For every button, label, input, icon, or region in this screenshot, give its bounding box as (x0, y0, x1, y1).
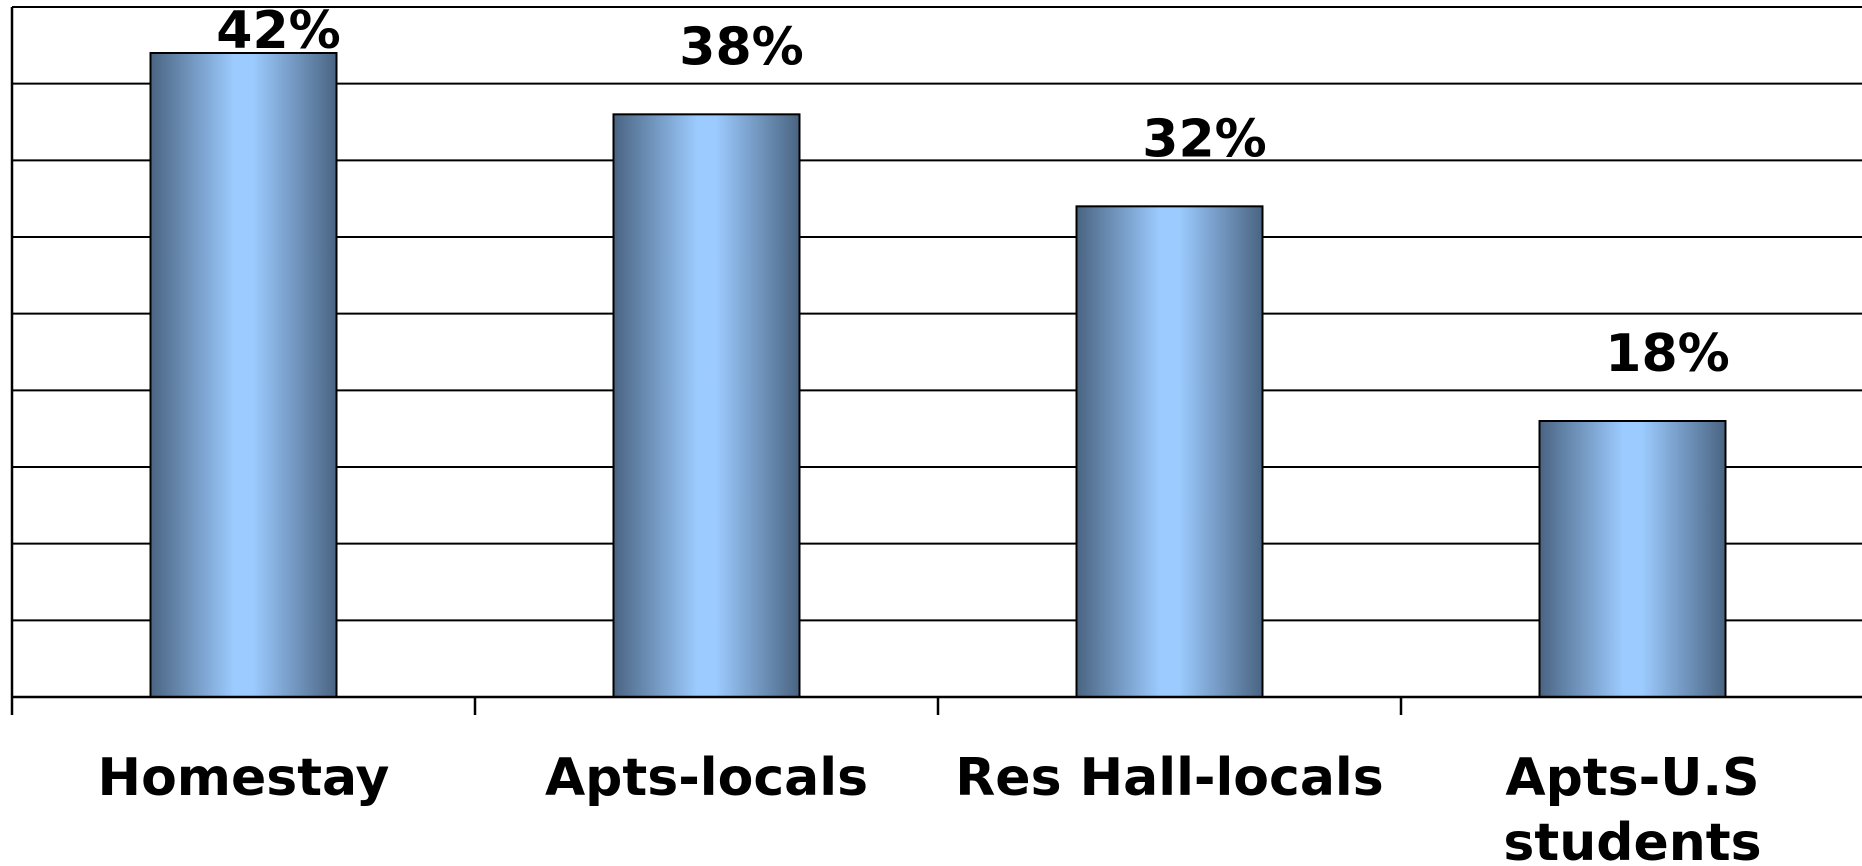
x-axis (10, 695, 1862, 715)
category-label: Apts-U.S students (1503, 748, 1761, 866)
category-label: Homestay (98, 748, 390, 808)
bar (1538, 420, 1727, 698)
category-label: Apts-locals (545, 748, 868, 808)
data-label: 38% (679, 17, 803, 77)
bar (149, 52, 338, 698)
category-labels: Homestay Apts-locals Res Hall-locals Apts-U… (98, 748, 1762, 866)
category-label-line: Homestay (98, 748, 390, 808)
data-label: 18% (1605, 324, 1729, 384)
category-label: Res Hall-locals (955, 748, 1383, 808)
bar (612, 113, 801, 699)
bar (1075, 205, 1264, 698)
data-labels: 42% 38% 32% 18% (216, 1, 1729, 384)
data-label: 42% (216, 1, 340, 61)
data-label: 32% (1142, 109, 1266, 169)
category-label-line: Apts-locals (545, 748, 868, 808)
plot-area (10, 6, 1862, 697)
bars (149, 52, 1727, 699)
category-label-line: students (1503, 813, 1761, 866)
category-label-line: Apts-U.S (1505, 748, 1759, 808)
category-label-line: Res Hall-locals (955, 748, 1383, 808)
